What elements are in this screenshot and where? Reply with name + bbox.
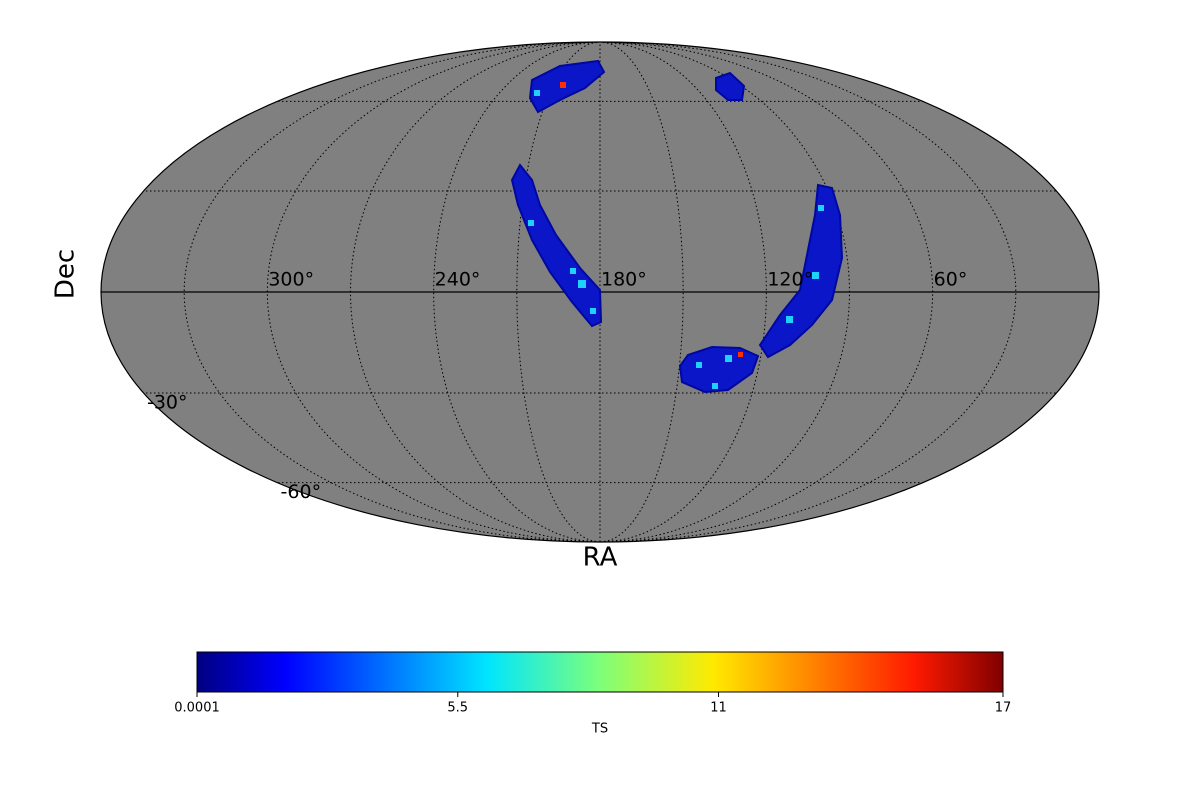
hotspot [812, 272, 819, 279]
hotspot [528, 220, 534, 226]
hotspot [590, 308, 596, 314]
hotspot [818, 205, 824, 211]
hotspot [725, 355, 732, 362]
hotspot [786, 316, 793, 323]
colorbar-tick-label: 5.5 [447, 701, 468, 716]
meridian [599, 42, 1017, 542]
hotspot [578, 280, 586, 288]
colorbar [196, 651, 1004, 693]
hotspot [696, 362, 702, 368]
ra-tick-label: 60° [934, 269, 968, 291]
colorbar-tick-label: 17 [995, 701, 1012, 716]
region [758, 183, 844, 359]
ra-tick-label: 240° [435, 269, 481, 291]
dec-tick-label: -30° [147, 391, 188, 413]
hotspot [534, 90, 540, 96]
hotspot [738, 352, 743, 357]
region [678, 345, 760, 394]
ra-tick-label: 300° [268, 269, 314, 291]
colorbar-label: TS [591, 722, 608, 737]
region [715, 71, 746, 101]
x-axis-label: RA [583, 543, 618, 573]
region [528, 59, 606, 114]
dec-tick-label: -60° [281, 481, 322, 503]
ts-hotspots [528, 82, 824, 389]
y-axis-label: Dec [51, 249, 81, 299]
colorbar-tick-label: 0.0001 [174, 701, 220, 716]
hotspot [560, 82, 566, 88]
ra-tick-label: 180° [601, 269, 647, 291]
colorbar-tick-label: 11 [710, 701, 727, 716]
meridian [599, 42, 684, 542]
hotspot [570, 268, 576, 274]
meridian [599, 42, 767, 542]
meridian [433, 42, 601, 542]
ra-tick-label: 120° [767, 269, 813, 291]
hotspot [712, 383, 718, 389]
sky-border [100, 41, 1100, 543]
